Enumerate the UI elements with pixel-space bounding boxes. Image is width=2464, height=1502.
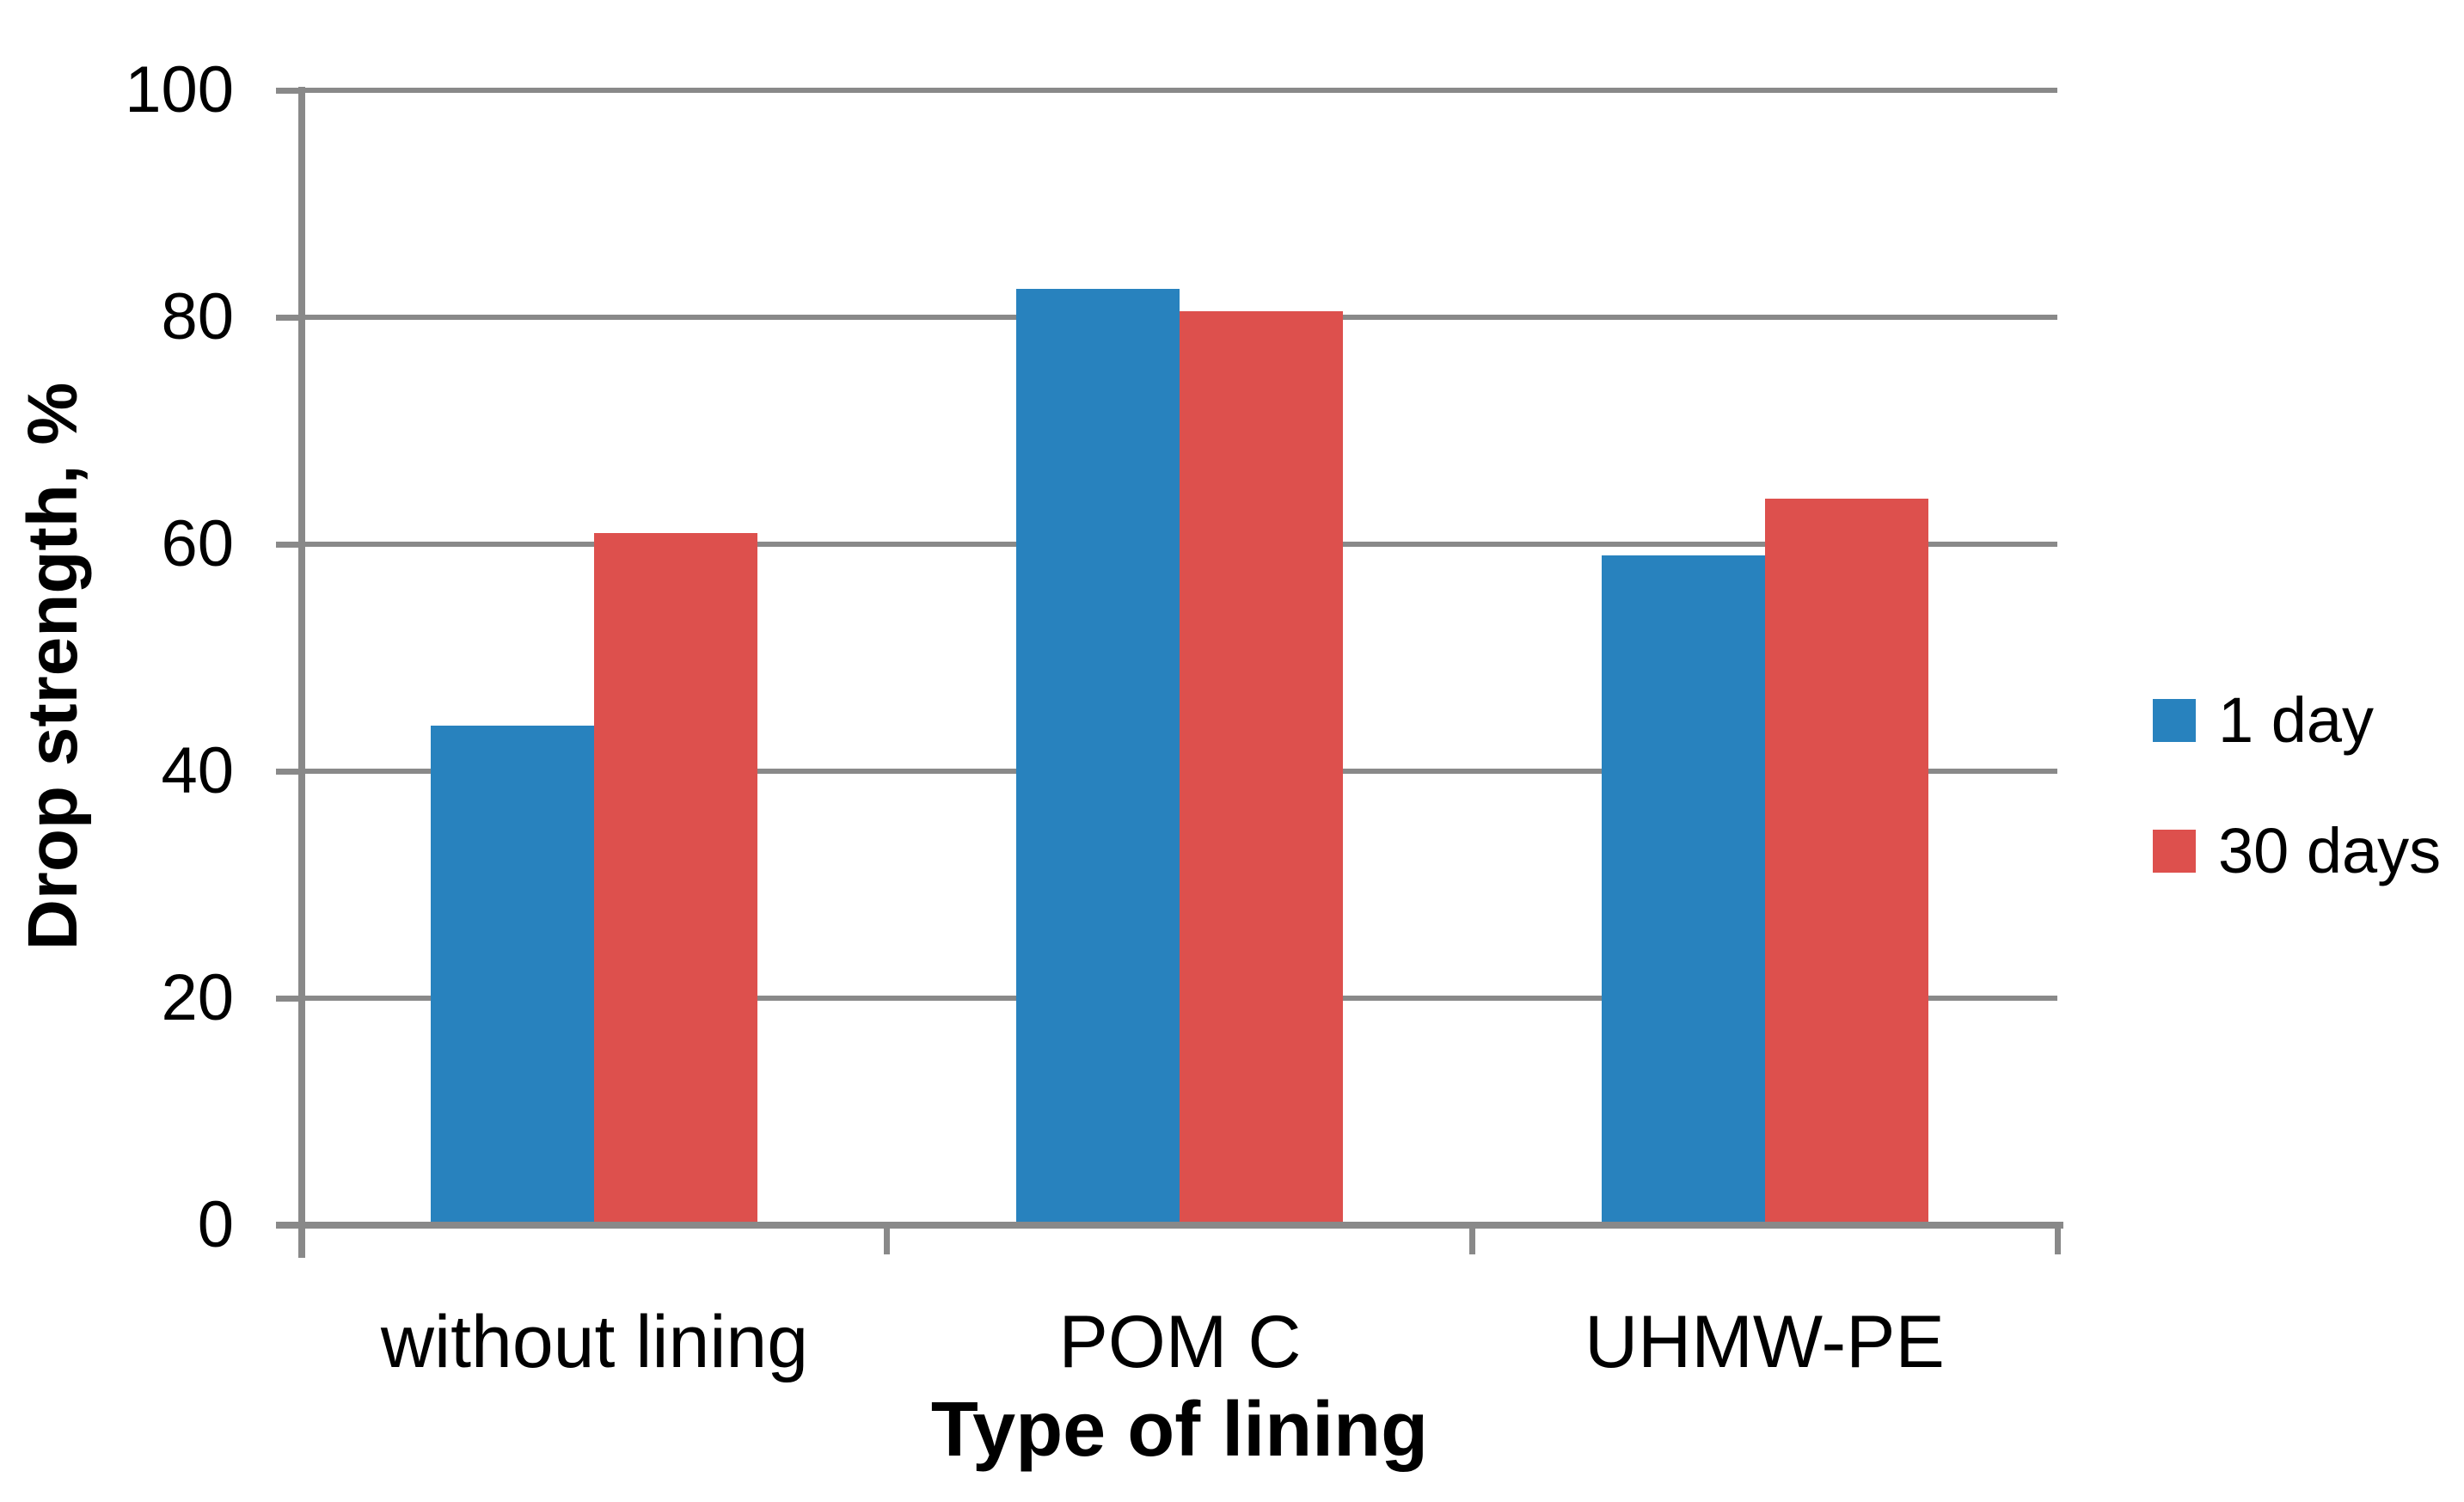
gridline-100 [302,88,2057,93]
x-axis-title: Type of lining [930,1387,1429,1473]
category-label-without-lining: without lining [380,1301,809,1383]
legend-item-1-day: 1 day [2153,677,2441,763]
bar-1-day-pom-c [1016,289,1180,1225]
legend-label-1-day: 1 day [2218,684,2375,756]
y-axis-line [298,87,305,1258]
y-tick-label-100: 100 [125,53,234,126]
x-axis-line [276,1222,2063,1229]
legend-swatch-1-day [2153,699,2196,742]
bar-30-days-pom-c [1180,311,1343,1225]
bar-30-days-without-lining [594,533,757,1225]
y-tick-label-60: 60 [161,507,234,580]
x-tick-mark-2 [1469,1225,1475,1254]
legend-item-30-days: 30 days [2153,808,2441,894]
y-tick-mark-80 [276,314,302,321]
y-tick-mark-40 [276,768,302,775]
legend-label-30-days: 30 days [2218,815,2442,886]
y-tick-mark-20 [276,995,302,1002]
bar-1-day-without-lining [431,726,594,1225]
category-label-uhmw-pe: UHMW-PE [1584,1301,1945,1383]
bar-1-day-uhmw-pe [1602,555,1765,1225]
x-tick-mark-3 [2055,1225,2061,1254]
y-tick-mark-60 [276,541,302,548]
x-tick-mark-1 [884,1225,890,1254]
y-tick-label-0: 0 [197,1188,234,1261]
bar-30-days-uhmw-pe [1765,499,1928,1225]
legend-swatch-30-days [2153,830,2196,873]
category-label-pom-c: POM C [1058,1301,1302,1383]
legend: 1 day 30 days [2153,677,2441,894]
y-tick-label-20: 20 [161,961,234,1034]
y-tick-label-40: 40 [161,734,234,807]
y-tick-label-80: 80 [161,280,234,353]
y-tick-mark-100 [276,87,302,94]
